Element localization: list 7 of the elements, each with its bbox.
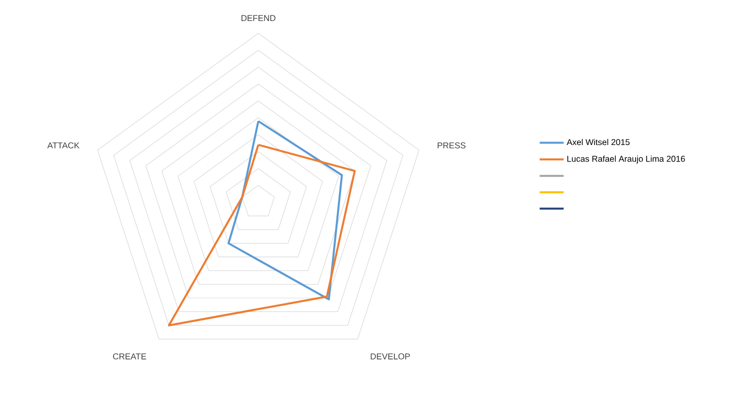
spoke-label: ATTACK — [47, 142, 80, 148]
spoke-label: CREATE — [113, 353, 146, 360]
legend-label: Lucas Rafael Araujo Lima 2016 — [567, 156, 685, 164]
spoke-label: PRESS — [438, 142, 466, 148]
legend-label: Axel Witsel 2015 — [566, 138, 630, 146]
spoke-label: DEVELOP — [370, 353, 410, 360]
spoke-label: DEFEND — [242, 15, 276, 22]
